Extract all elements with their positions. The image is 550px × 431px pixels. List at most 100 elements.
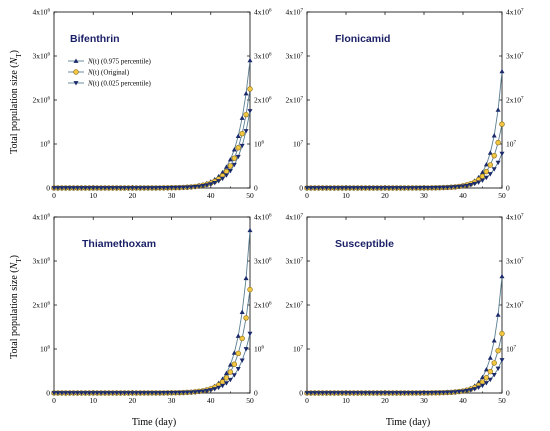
x-tick-label: 10 [342,191,350,200]
y-tick-label-right: 4x107 [506,8,524,17]
y-tick-label: 4x106 [33,8,51,17]
data-point [149,391,155,396]
data-point [114,186,120,191]
data-point [180,185,186,191]
x-tick-label: 30 [420,191,428,200]
data-point [347,186,353,191]
data-point [390,391,396,396]
data-point [204,183,210,188]
data-point [82,186,88,191]
data-point [468,183,474,188]
y-tick-label: 2x106 [33,301,51,310]
data-point [90,186,96,191]
y-tick-label-right: 0 [254,389,258,398]
data-point [192,184,198,190]
data-point [468,388,474,393]
y-tick-label: 0 [299,184,303,193]
data-point [216,385,222,391]
y-tick-label-right: 107 [506,345,517,354]
data-point [460,184,466,189]
data-point [363,186,368,191]
data-point [483,168,490,175]
data-point [351,186,357,191]
y-tick-label-right: 2x106 [254,301,272,310]
data-point [208,388,214,393]
data-point [359,391,365,396]
data-point [413,391,419,396]
data-point [90,391,96,396]
data-point [231,147,237,152]
data-point [339,186,345,191]
data-point [220,169,226,175]
data-point [448,390,454,395]
data-point [188,185,194,190]
data-point [378,186,384,191]
data-point [437,390,443,396]
y-tick-label-right: 2x106 [254,96,272,105]
data-point [472,181,478,187]
data-point [247,227,253,233]
data-point [176,390,182,396]
data-point [398,186,404,191]
data-point [417,186,423,191]
data-point [324,186,329,191]
data-point [343,186,349,191]
data-point [247,86,253,92]
data-point [114,391,120,396]
series-line [54,230,251,394]
data-point [71,391,77,396]
series-line [54,60,251,189]
data-point [173,390,179,396]
data-point [59,186,65,191]
data-point [374,186,380,191]
data-point [499,358,505,363]
data-point [324,391,329,396]
x-tick-label: 0 [305,396,309,405]
data-point [452,390,458,395]
y-tick-label-right: 3x106 [254,52,272,61]
data-point [243,129,249,134]
data-point [227,168,233,174]
x-tick-label: 20 [129,396,137,405]
data-point [102,391,108,396]
data-point [429,185,435,191]
data-point [476,180,482,185]
y-tick-label: 3x106 [33,257,51,266]
data-point [169,390,175,396]
data-point [480,178,485,183]
data-point [339,391,345,396]
legend-marker [73,81,79,86]
data-point [409,186,415,191]
y-tick-label: 0 [46,389,50,398]
series-line [307,333,503,394]
data-point [192,390,198,395]
data-point [239,143,245,149]
y-tick-label-right: 4x106 [254,213,272,222]
data-point [51,391,57,396]
data-point [355,391,361,396]
data-point [402,186,407,191]
data-point [441,185,446,191]
data-point [235,154,241,160]
y-tick-label: 106 [40,345,51,354]
data-point [129,186,135,191]
data-point [480,169,485,175]
data-point [370,186,376,191]
data-point [366,391,372,396]
data-point [491,360,497,366]
panel-title: Bifenthrin [70,33,120,45]
data-point [378,391,384,396]
data-point [243,315,249,321]
data-point [316,391,322,396]
x-tick-label: 40 [207,396,215,405]
data-point [487,172,493,177]
data-point [165,185,171,191]
data-point [67,391,73,396]
data-point [196,184,202,189]
x-tick-label: 30 [168,191,176,200]
y-tick-label-right: 2x107 [506,96,524,105]
y-tick-label: 0 [46,184,50,193]
data-point [480,383,485,389]
data-point [417,391,423,396]
